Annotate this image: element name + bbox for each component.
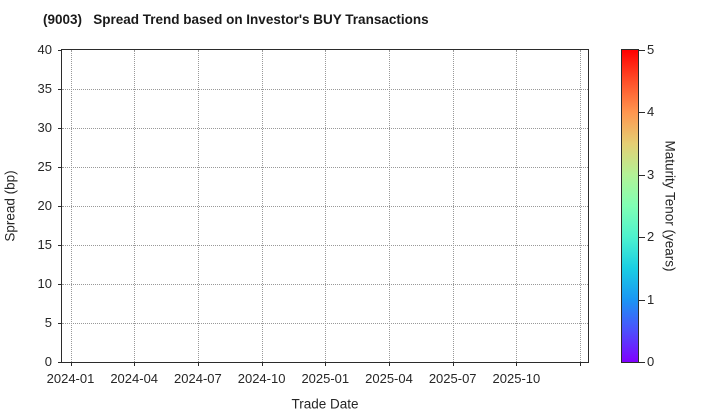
y-tick-mark: [58, 167, 61, 168]
y-tick-mark: [58, 245, 61, 246]
x-tick-mark: [452, 363, 454, 366]
x-tick-label: 2024-07: [174, 371, 222, 386]
chart-title: (9003) Spread Trend based on Investor's …: [43, 12, 429, 27]
colorbar-tick-label: 1: [647, 291, 655, 307]
x-tick-mark: [261, 363, 263, 366]
x-tick-mark: [516, 363, 518, 366]
colorbar-tick-label: 3: [647, 166, 655, 182]
vertical-gridline: [325, 50, 327, 362]
x-tick-mark: [70, 363, 72, 366]
x-tick-label: 2024-01: [46, 371, 95, 386]
y-tick-label: 15: [37, 237, 52, 252]
vertical-gridline: [389, 50, 390, 362]
x-tick-mark: [325, 363, 327, 366]
y-tick-mark: [58, 89, 61, 90]
vertical-gridline: [197, 50, 199, 362]
vertical-gridline: [452, 50, 454, 362]
vertical-gridline: [70, 50, 72, 362]
y-tick-mark: [58, 206, 61, 207]
horizontal-gridline: [62, 206, 588, 207]
x-tick-label: 2024-04: [110, 371, 159, 386]
y-tick-mark: [58, 284, 61, 285]
vertical-gridline: [134, 50, 136, 362]
colorbar-tick-mark: [639, 50, 645, 51]
horizontal-gridline: [62, 284, 588, 285]
y-tick-mark: [58, 362, 61, 363]
x-tick-label: 2025-01: [301, 371, 350, 386]
colorbar: [621, 49, 639, 363]
y-tick-label: 5: [44, 315, 52, 330]
x-tick-mark: [580, 363, 582, 366]
y-tick-mark: [58, 128, 61, 129]
colorbar-tick-label: 0: [647, 354, 655, 369]
x-axis-label: Trade Date: [291, 396, 359, 412]
horizontal-gridline: [62, 245, 588, 246]
colorbar-tick-mark: [639, 362, 645, 363]
x-tick-label: 2024-10: [237, 371, 286, 386]
x-tick-mark: [389, 363, 390, 366]
colorbar-tick-mark: [639, 299, 645, 301]
y-tick-label: 30: [37, 120, 52, 135]
colorbar-tick-mark: [639, 237, 645, 239]
colorbar-tick-label: 5: [647, 42, 655, 57]
vertical-gridline: [516, 50, 518, 362]
vertical-gridline: [261, 50, 263, 362]
x-tick-mark: [134, 363, 136, 366]
horizontal-gridline: [62, 89, 588, 90]
horizontal-gridline: [62, 167, 588, 168]
x-tick-label: 2025-07: [428, 371, 477, 386]
x-tick-label: 2025-04: [365, 371, 413, 386]
colorbar-tick-label: 4: [647, 104, 655, 120]
horizontal-gridline: [62, 323, 588, 324]
y-tick-label: 0: [44, 354, 52, 369]
colorbar-tick-label: 2: [647, 229, 655, 245]
x-tick-label: 2025-10: [492, 371, 541, 386]
y-tick-label: 35: [37, 81, 52, 96]
plot-area: [61, 49, 589, 363]
y-tick-mark: [58, 323, 61, 324]
horizontal-gridline: [62, 128, 588, 129]
x-tick-mark: [197, 363, 199, 366]
colorbar-tick-mark: [639, 174, 645, 176]
colorbar-label: Maturity Tenor (years): [662, 140, 678, 272]
y-tick-label: 20: [37, 198, 52, 213]
colorbar-tick-mark: [639, 112, 645, 114]
y-tick-label: 10: [37, 276, 52, 291]
y-tick-label: 40: [37, 42, 52, 57]
vertical-gridline: [580, 50, 582, 362]
y-tick-mark: [58, 50, 61, 51]
y-tick-label: 25: [37, 159, 52, 174]
